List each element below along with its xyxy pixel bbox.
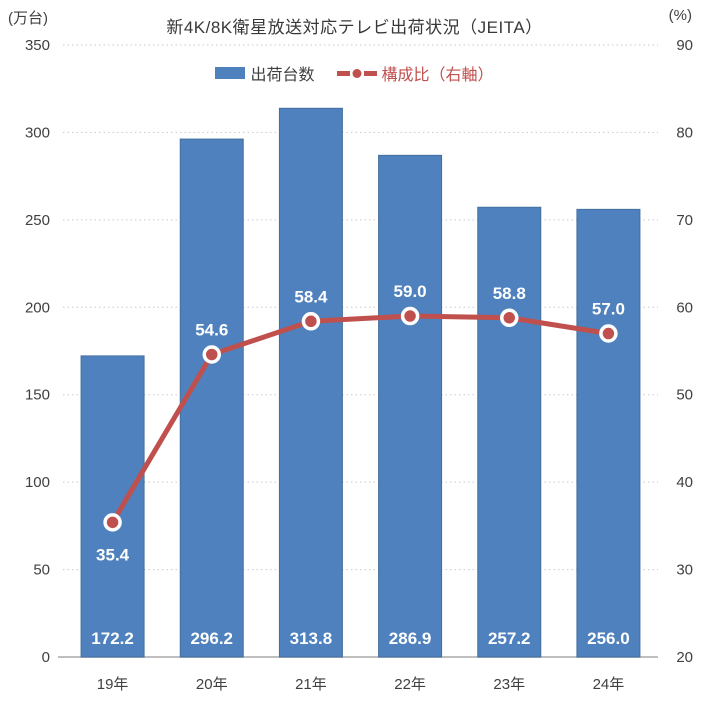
left-axis-tick-label: 50 [33, 562, 50, 579]
legend-item-line: 構成比（右軸） [336, 61, 494, 85]
bar-value-label: 313.8 [290, 629, 333, 648]
left-axis-tick-label: 100 [25, 474, 50, 491]
bar-series-swatch-icon [215, 67, 246, 79]
ratio-value-label: 54.6 [195, 320, 228, 339]
right-axis-tick-label: 80 [676, 124, 693, 141]
legend-line-label: 構成比（右軸） [381, 67, 494, 84]
bar [278, 107, 343, 658]
left-axis-tick-label: 250 [25, 212, 50, 229]
right-axis-tick-label: 60 [676, 299, 693, 316]
ratio-value-label: 57.0 [592, 300, 625, 319]
x-axis-label: 19年 [97, 676, 129, 693]
ratio-marker [202, 345, 221, 364]
ratio-marker [500, 308, 519, 328]
right-axis-tick-label: 30 [676, 562, 693, 579]
ratio-value-label: 59.0 [394, 282, 427, 301]
x-axis-label: 21年 [295, 676, 327, 693]
bar [477, 206, 542, 658]
bar-value-label: 296.2 [190, 629, 233, 648]
bar [576, 208, 641, 658]
right-axis-tick-label: 90 [676, 37, 693, 54]
left-axis-tick-label: 200 [25, 299, 50, 316]
right-axis-tick-label: 50 [676, 387, 693, 404]
bar [80, 355, 145, 658]
left-axis-unit-label: (万台) [8, 10, 48, 27]
left-axis-tick-label: 0 [42, 649, 50, 666]
ratio-marker [400, 306, 420, 326]
bar [378, 154, 443, 658]
bar-value-label: 286.9 [389, 629, 432, 648]
right-axis-tick-label: 40 [676, 474, 693, 491]
ratio-line [110, 313, 611, 525]
ratio-value-label: 35.4 [96, 545, 130, 564]
right-axis-tick-label: 20 [676, 649, 693, 666]
legend-bars-label: 出荷台数 [250, 67, 315, 84]
legend-item-bars: 出荷台数 [215, 61, 315, 85]
bar-value-label: 172.2 [91, 629, 134, 648]
ratio-value-label: 58.8 [493, 284, 526, 303]
ratio-marker [301, 312, 321, 331]
left-axis-tick-label: 350 [25, 37, 50, 54]
right-axis-unit-label: (%) [668, 7, 692, 24]
x-axis-label: 20年 [196, 676, 228, 693]
bar [179, 138, 244, 658]
ratio-value-label: 58.4 [294, 287, 328, 306]
chart-title: 新4K/8K衛星放送対応テレビ出荷状況（JEITA） [166, 18, 543, 37]
line-series-swatch-icon [336, 69, 377, 78]
legend: 出荷台数 構成比（右軸） [0, 61, 709, 85]
right-axis-tick-label: 70 [676, 212, 693, 229]
bar-value-label: 256.0 [587, 629, 630, 648]
x-axis-label: 24年 [593, 676, 625, 693]
ratio-marker [103, 513, 122, 532]
bar-value-label: 257.2 [488, 629, 531, 648]
x-axis-label: 22年 [394, 676, 426, 693]
left-axis-tick-label: 150 [25, 387, 50, 404]
ratio-marker [599, 324, 618, 343]
x-axis-label: 23年 [493, 676, 525, 693]
left-axis-tick-label: 300 [25, 124, 50, 141]
